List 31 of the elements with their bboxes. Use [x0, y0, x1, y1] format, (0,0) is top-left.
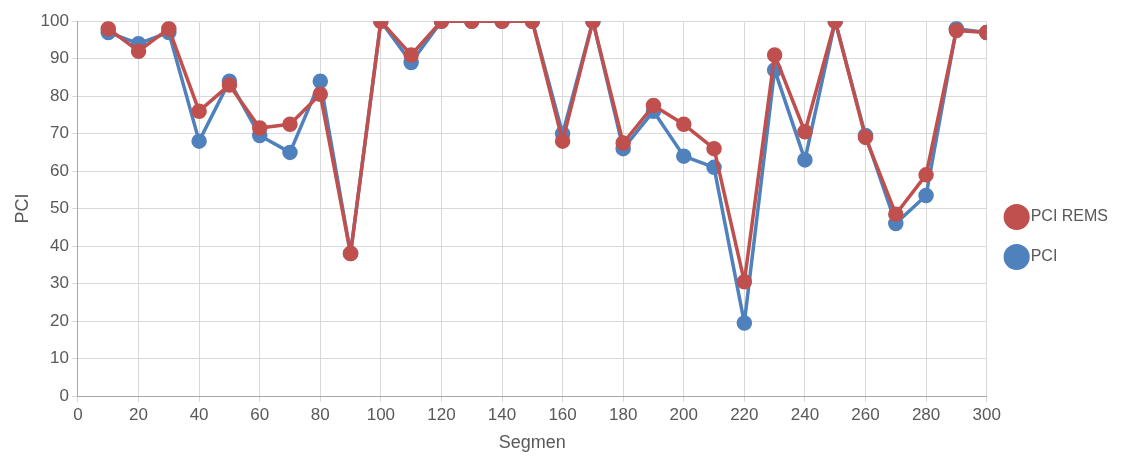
x-tick-label: 200 [669, 404, 698, 424]
x-tick-label: 20 [129, 404, 148, 424]
x-tick-label: 100 [366, 404, 396, 424]
y-tick-label: 20 [50, 310, 69, 330]
y-tick-label: 90 [50, 48, 69, 68]
y-tick-label: 10 [50, 348, 69, 368]
legend-label: PCI [1030, 247, 1058, 265]
y-axis-title: PCI [11, 193, 32, 224]
x-tick-label: 80 [310, 404, 330, 424]
x-tick-label: 220 [730, 404, 759, 424]
x-tick-label: 260 [851, 404, 880, 424]
y-tick-label: 50 [50, 198, 69, 218]
x-axis-title: Segmen [498, 432, 566, 453]
y-tick-label: 80 [50, 85, 69, 105]
x-tick-label: 40 [189, 404, 209, 424]
y-tick-label: 40 [50, 235, 69, 255]
y-tick-label: 70 [50, 123, 69, 143]
x-tick-label: 280 [911, 404, 941, 424]
y-tick-label: 100 [40, 10, 69, 30]
x-tick-label: 0 [73, 404, 83, 424]
y-tick-label: 60 [50, 160, 69, 180]
x-tick-label: 160 [548, 404, 577, 424]
x-tick-label: 300 [972, 404, 1001, 424]
y-tick-label: 30 [50, 273, 69, 293]
x-tick-label: 240 [790, 404, 820, 424]
legend-label: PCI REMS [1030, 207, 1108, 225]
y-tick-label: 0 [59, 385, 69, 405]
x-tick-label: 140 [487, 404, 517, 424]
x-tick-label: 180 [608, 404, 638, 424]
x-tick-label: 120 [427, 404, 456, 424]
x-tick-label: 60 [250, 404, 270, 424]
